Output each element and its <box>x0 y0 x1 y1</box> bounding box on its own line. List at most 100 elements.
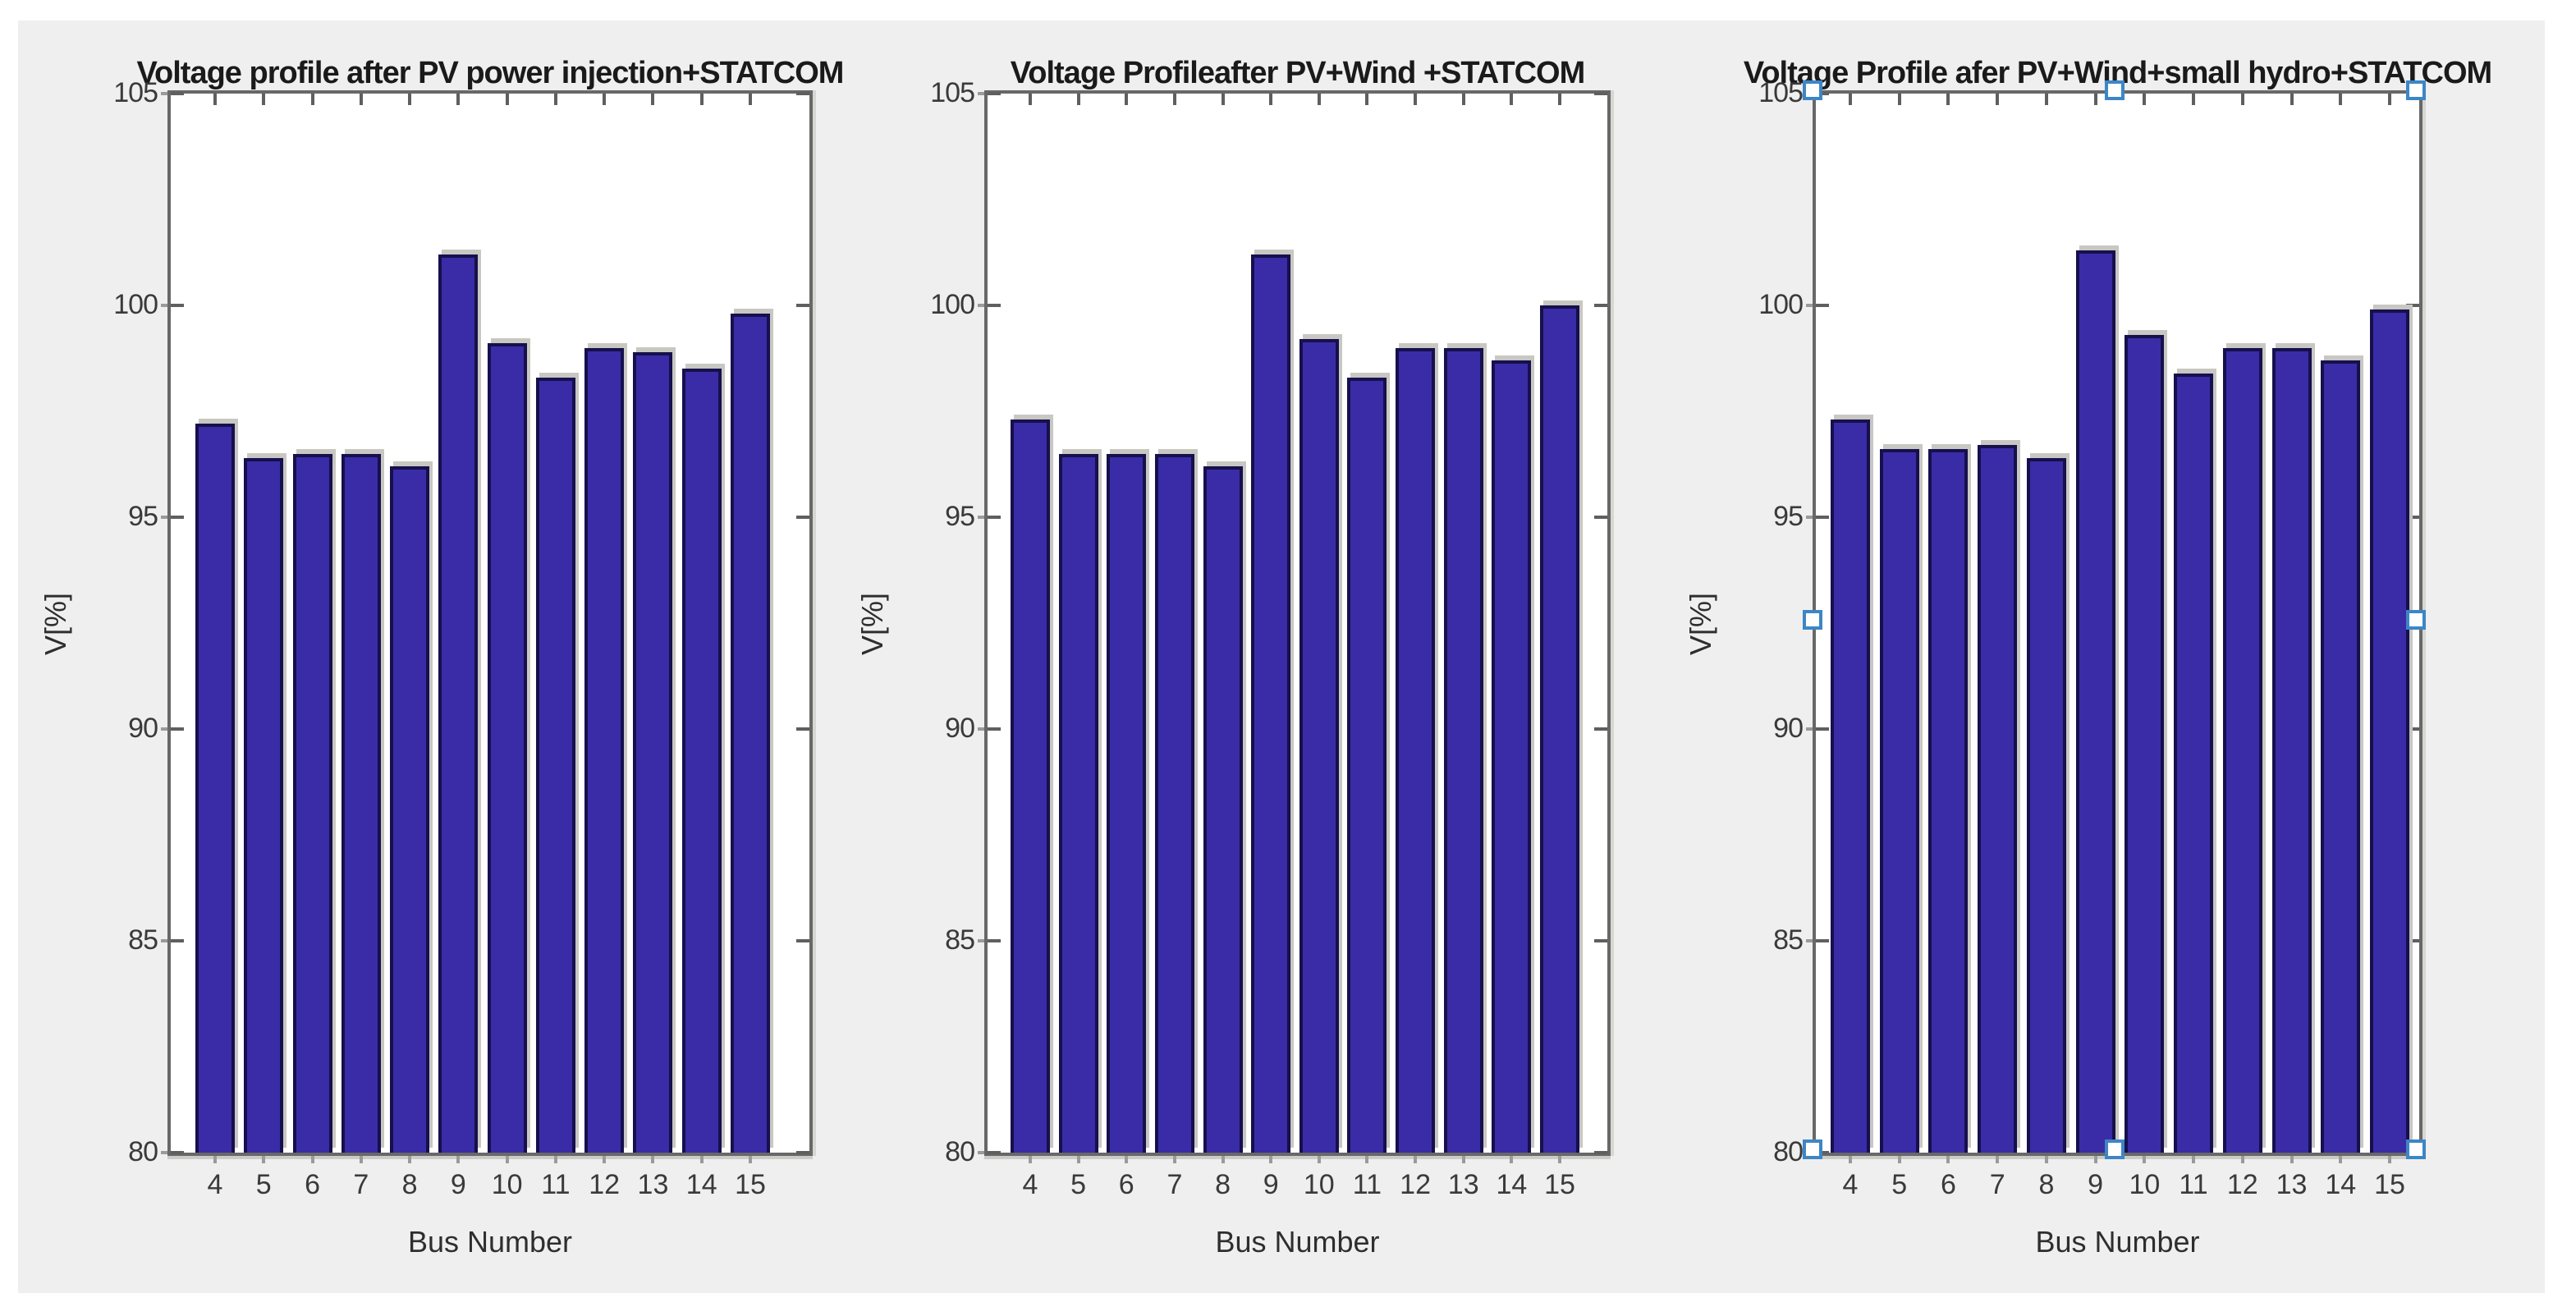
y-tick-label: 105 <box>113 77 158 108</box>
matlab-figure-canvas: Voltage profile after PV power injection… <box>18 21 2545 1293</box>
bar-bus-12[interactable] <box>1396 347 1436 1153</box>
y-tick-label: 100 <box>1758 289 1804 320</box>
selection-handle[interactable] <box>1803 610 1822 630</box>
selection-handle[interactable] <box>1803 1139 1822 1159</box>
bar-bus-7[interactable] <box>341 453 381 1153</box>
bar-bus-13[interactable] <box>2271 347 2312 1153</box>
y-tick-label: 80 <box>945 1136 975 1167</box>
bar-bus-11[interactable] <box>1347 377 1387 1153</box>
y-tick-mark-right <box>1594 939 1607 942</box>
y-tick-label: 100 <box>930 289 975 320</box>
x-tick-label: 12 <box>2226 1169 2258 1200</box>
bar-bus-13[interactable] <box>1443 347 1483 1153</box>
bar-bus-14[interactable] <box>681 369 722 1153</box>
selection-handle[interactable] <box>2104 1139 2125 1159</box>
plot-area[interactable] <box>167 90 813 1156</box>
bar-bus-8[interactable] <box>390 466 430 1153</box>
x-tick-label: 15 <box>2374 1169 2405 1200</box>
bar-bus-11[interactable] <box>535 377 575 1153</box>
bar-bus-5[interactable] <box>1058 453 1098 1153</box>
bar-bus-14[interactable] <box>1492 360 1532 1153</box>
y-tick-mark-left <box>1816 304 1829 307</box>
x-tick-label: 13 <box>1447 1169 1479 1200</box>
selection-handle[interactable] <box>2406 1139 2426 1159</box>
selection-handle[interactable] <box>1803 80 1822 100</box>
y-tick-label: 80 <box>128 1136 158 1167</box>
y-tick-mark-right <box>796 92 809 95</box>
bar-bus-12[interactable] <box>584 347 625 1153</box>
x-tick-mark-top <box>1076 94 1080 105</box>
x-tick-stub-bottom <box>1946 1156 1950 1163</box>
x-tick-mark-top <box>505 94 509 105</box>
bar-bus-8[interactable] <box>1203 466 1243 1153</box>
bar-bus-9[interactable] <box>2075 250 2115 1153</box>
y-tick-stub-left <box>1806 304 1813 307</box>
x-tick-mark-top <box>603 94 607 105</box>
bar-bus-9[interactable] <box>1251 254 1291 1153</box>
x-tick-mark-top <box>2240 94 2244 105</box>
y-tick-label: 95 <box>945 501 975 532</box>
bar-bus-6[interactable] <box>1928 449 1969 1153</box>
x-tick-label: 7 <box>1167 1169 1183 1200</box>
x-tick-label: 10 <box>1303 1169 1335 1200</box>
bar-bus-5[interactable] <box>244 457 284 1153</box>
y-tick-mark-right <box>796 1151 809 1154</box>
bar-bus-7[interactable] <box>1978 445 2018 1153</box>
y-tick-label: 100 <box>113 289 158 320</box>
bar-bus-6[interactable] <box>1107 453 1147 1153</box>
bar-bus-15[interactable] <box>1540 305 1579 1153</box>
bar-bus-15[interactable] <box>2370 310 2409 1153</box>
x-tick-label: 14 <box>1496 1169 1528 1200</box>
x-tick-label: 5 <box>1070 1169 1087 1200</box>
y-tick-mark-left <box>171 727 184 731</box>
x-tick-stub-bottom <box>2044 1156 2048 1163</box>
x-tick-mark-top <box>2143 94 2147 105</box>
bar-bus-10[interactable] <box>487 343 527 1153</box>
y-tick-mark-right <box>796 727 809 731</box>
y-tick-mark-left <box>171 304 184 307</box>
bar-bus-11[interactable] <box>2174 373 2214 1153</box>
bar-bus-10[interactable] <box>1299 339 1339 1153</box>
x-axis-label: Bus Number <box>1215 1225 1380 1259</box>
y-tick-label: 90 <box>945 713 975 744</box>
x-tick-mark-top <box>2339 94 2343 105</box>
bar-bus-5[interactable] <box>1879 449 1919 1153</box>
selection-handle[interactable] <box>2406 610 2426 630</box>
bar-bus-6[interactable] <box>292 453 332 1153</box>
bar-bus-9[interactable] <box>438 254 479 1153</box>
x-tick-stub-bottom <box>2143 1156 2147 1163</box>
bar-bus-10[interactable] <box>2125 335 2165 1153</box>
bar-bus-8[interactable] <box>2026 457 2066 1153</box>
x-tick-stub-bottom <box>505 1156 509 1163</box>
bar-bus-12[interactable] <box>2222 347 2262 1153</box>
selection-handle[interactable] <box>2406 80 2426 100</box>
x-tick-mark-top <box>1414 94 1418 105</box>
x-tick-stub-bottom <box>2192 1156 2196 1163</box>
bar-bus-4[interactable] <box>1831 420 1870 1153</box>
selection-handle[interactable] <box>2104 80 2125 100</box>
bar-bus-13[interactable] <box>633 351 673 1153</box>
x-tick-label: 5 <box>1891 1169 1908 1200</box>
x-tick-stub-bottom <box>1221 1156 1225 1163</box>
bar-bus-14[interactable] <box>2321 360 2361 1153</box>
plot-area[interactable] <box>1813 90 2422 1156</box>
x-tick-label: 14 <box>685 1169 717 1200</box>
x-tick-mark-top <box>1461 94 1465 105</box>
x-tick-mark-top <box>1996 94 2000 105</box>
x-tick-mark-top <box>310 94 314 105</box>
bar-bus-4[interactable] <box>195 424 235 1153</box>
y-tick-mark-left <box>1816 516 1829 519</box>
x-tick-label: 6 <box>1940 1169 1956 1200</box>
x-tick-mark-top <box>1897 94 1901 105</box>
y-tick-stub-left <box>161 727 167 731</box>
bar-bus-7[interactable] <box>1154 453 1194 1153</box>
x-tick-label: 14 <box>2325 1169 2357 1200</box>
y-tick-label: 85 <box>128 924 158 956</box>
bar-bus-4[interactable] <box>1011 420 1050 1153</box>
y-tick-mark-left <box>1816 939 1829 942</box>
y-tick-mark-right <box>2406 516 2419 519</box>
plot-area[interactable] <box>984 90 1611 1156</box>
bar-bus-15[interactable] <box>731 314 770 1153</box>
x-tick-stub-bottom <box>1172 1156 1176 1163</box>
x-tick-mark-top <box>1029 94 1032 105</box>
